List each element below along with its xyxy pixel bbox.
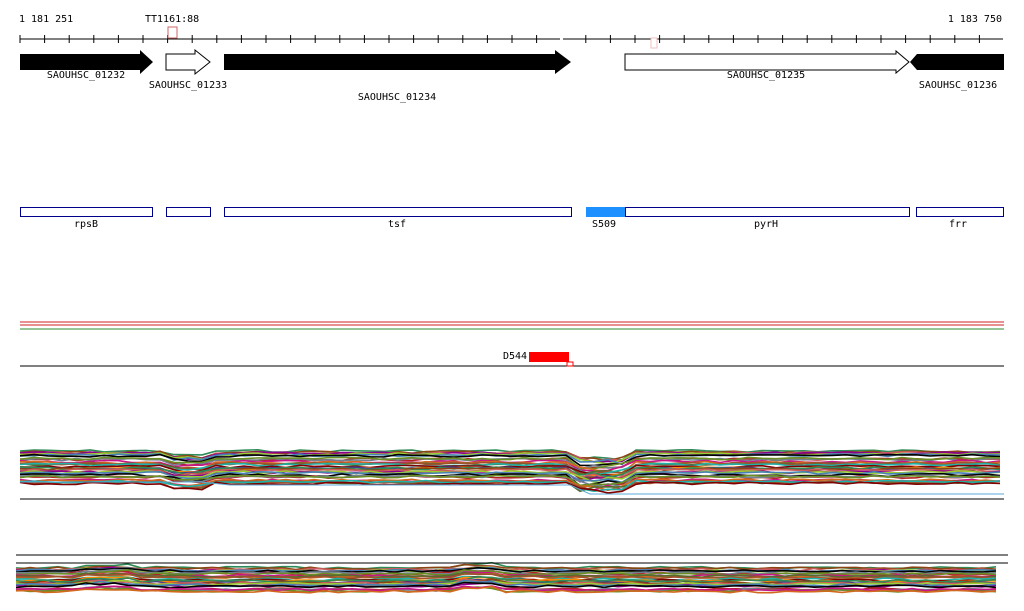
expression-line: [15, 575, 997, 584]
expression-line: [20, 481, 1004, 495]
ruler-marker[interactable]: [167, 26, 178, 39]
gene-box[interactable]: [916, 207, 1004, 217]
gene-symbol-label: frr: [948, 219, 968, 230]
gene-box[interactable]: [625, 207, 910, 217]
gene-arrows: [20, 48, 1004, 76]
ruler-start-coord: 1 181 251: [19, 14, 74, 25]
gene-box[interactable]: [224, 207, 572, 217]
ruler-ticks: [19, 35, 980, 43]
gene-arrow[interactable]: [624, 49, 910, 75]
gene-locus-label: SAOUHSC_01232: [46, 70, 126, 81]
expression-line: [15, 585, 997, 594]
ruler-end-coord: 1 183 750: [947, 14, 1002, 25]
expression-line: [19, 470, 1001, 483]
gene-symbol-label: rpsB: [73, 219, 99, 230]
expression-line: [19, 481, 1001, 494]
expression-line: [19, 453, 1001, 467]
expression-line: [15, 573, 997, 580]
expression-line: [15, 578, 996, 586]
gene-arrow[interactable]: [165, 48, 211, 76]
gene-arrow[interactable]: [224, 50, 571, 74]
gene-locus-label: SAOUHSC_01233: [148, 80, 228, 91]
gene-symbol-label: tsf: [387, 219, 407, 230]
ruler: [19, 26, 1003, 49]
gene-locus-label: SAOUHSC_01235: [726, 70, 806, 81]
expression-line: [19, 453, 1001, 466]
expression-line: [19, 462, 1001, 477]
expression-line: [19, 468, 1001, 481]
expression-line: [19, 474, 1001, 487]
gene-locus-label: SAOUHSC_01234: [357, 92, 437, 103]
expression-panel-1: [19, 448, 1004, 495]
gene-symbol-label: pyrH: [753, 219, 779, 230]
d-feature-box[interactable]: [529, 352, 569, 362]
s-feature-box[interactable]: [586, 207, 626, 217]
gene-arrow[interactable]: [20, 50, 153, 74]
gene-box[interactable]: [20, 207, 153, 217]
ruler-marker-label: TT1161:88: [145, 14, 200, 25]
expression-line: [15, 581, 997, 589]
ruler-gap: [560, 34, 563, 44]
gene-arrow[interactable]: [917, 54, 1004, 70]
expression-panel-2: [15, 561, 997, 594]
gene-box[interactable]: [166, 207, 211, 217]
expression-line: [19, 456, 1001, 470]
gene-arrow-head: [910, 54, 917, 70]
d-feature-label: D544: [503, 351, 528, 362]
s-feature-label: S509: [592, 219, 617, 230]
gene-locus-label: SAOUHSC_01236: [918, 80, 998, 91]
expression-line: [15, 563, 997, 571]
expression-line: [15, 566, 997, 574]
ruler-small-marker[interactable]: [650, 37, 658, 49]
symbol-boxes: [20, 207, 1004, 217]
expression-line: [15, 569, 997, 577]
expression-line: [15, 585, 997, 592]
expression-line: [19, 479, 1001, 493]
expression-line: [19, 461, 1001, 475]
d-feature-marker: [566, 361, 574, 367]
